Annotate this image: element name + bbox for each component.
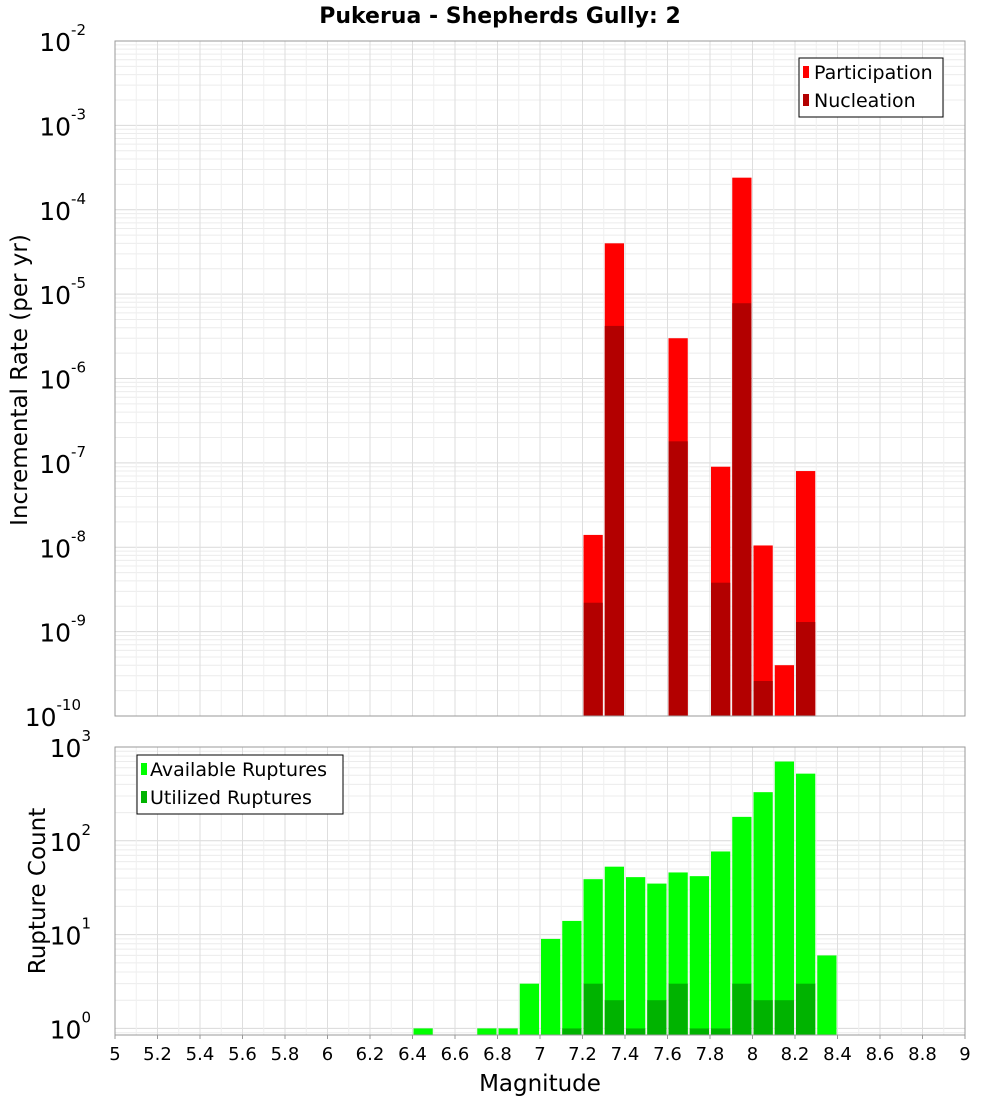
bottom-bar-available-ruptures — [817, 955, 837, 1035]
chart-title: Pukerua - Shepherds Gully: 2 — [319, 4, 681, 29]
top-y-tick-label: 10-5 — [39, 274, 86, 310]
bottom-bar-available-ruptures — [711, 851, 731, 1035]
legend-label-participation: Participation — [814, 62, 933, 84]
x-tick-label: 8 — [747, 1044, 758, 1065]
x-tick-label: 7.8 — [696, 1044, 725, 1065]
bottom-y-tick-label: 103 — [50, 727, 91, 763]
top-y-tick-label: 10-10 — [25, 696, 81, 732]
x-axis-label: Magnitude — [479, 1071, 601, 1097]
bottom-bar-utilized-ruptures — [711, 1028, 731, 1035]
x-tick-label: 6.4 — [398, 1044, 427, 1065]
legend-swatch-available-ruptures — [141, 763, 147, 775]
bottom-bar-utilized-ruptures — [626, 1028, 646, 1035]
x-tick-label: 6.6 — [441, 1044, 470, 1065]
bottom-bar-utilized-ruptures — [796, 983, 816, 1035]
legend-label-available-ruptures: Available Ruptures — [150, 759, 327, 781]
top-y-tick-label: 10-2 — [39, 21, 86, 57]
x-tick-label: 5.8 — [271, 1044, 300, 1065]
top-bar-nucleation — [668, 441, 688, 716]
top-legend-box — [798, 57, 944, 118]
bottom-bar-available-ruptures — [732, 816, 752, 1035]
x-tick-label: 6.2 — [356, 1044, 385, 1065]
top-y-tick-label: 10-4 — [39, 190, 86, 226]
x-tick-label: 7.2 — [568, 1044, 597, 1065]
x-tick-label: 8.8 — [908, 1044, 937, 1065]
top-plot-frame — [114, 40, 966, 717]
bottom-bar-utilized-ruptures — [668, 983, 688, 1035]
bottom-bar-available-ruptures — [498, 1028, 518, 1035]
x-tick-label: 6 — [322, 1044, 333, 1065]
bottom-bar-available-ruptures — [774, 761, 794, 1035]
bottom-bar-utilized-ruptures — [689, 1028, 709, 1035]
bottom-bar-available-ruptures — [477, 1028, 497, 1035]
legend-swatch-utilized-ruptures — [141, 791, 147, 803]
top-legend: Participation Nucleation — [798, 57, 944, 118]
bottom-bar-available-ruptures — [753, 792, 773, 1035]
top-bar-participation — [774, 665, 794, 716]
bottom-bar-available-ruptures — [689, 876, 709, 1035]
bottom-y-tick-label: 102 — [50, 821, 91, 857]
x-tick-labels: 5 5.2 5.4 5.6 5.8 6 6.2 6.4 6.6 6.8 7 7.2 7.4 7.6 7.8 8… — [109, 1035, 971, 1065]
top-y-tick-label: 10-3 — [39, 105, 86, 141]
top-bar-nucleation — [604, 325, 624, 716]
top-y-tick-label: 10-7 — [39, 443, 86, 479]
bottom-bar-utilized-ruptures — [753, 1000, 773, 1035]
top-y-tick-labels: 10-10 10-9 10-8 10-7 10-6 10-5 10-4 10-3 10-2 — [25, 21, 86, 732]
x-tick-label: 5.2 — [143, 1044, 172, 1065]
bottom-bar-utilized-ruptures — [732, 983, 752, 1035]
top-bar-participation — [753, 545, 773, 716]
top-bar-nucleation — [753, 680, 773, 716]
top-plot-bars — [583, 177, 816, 717]
legend-label-nucleation: Nucleation — [814, 90, 916, 112]
x-tick-label: 5.4 — [186, 1044, 215, 1065]
top-bar-nucleation — [583, 602, 603, 716]
x-tick-label: 7 — [534, 1044, 545, 1065]
x-tick-label: 8.2 — [781, 1044, 810, 1065]
x-tick-label: 7.4 — [611, 1044, 640, 1065]
bottom-bar-available-ruptures — [562, 920, 582, 1035]
bottom-bar-utilized-ruptures — [604, 1000, 624, 1035]
top-y-tick-label: 10-6 — [39, 359, 86, 395]
top-bar-nucleation — [796, 622, 816, 716]
bottom-bar-available-ruptures — [626, 877, 646, 1035]
legend-swatch-nucleation — [803, 94, 809, 106]
bottom-bar-utilized-ruptures — [647, 1000, 667, 1035]
bottom-bar-available-ruptures — [604, 866, 624, 1035]
top-bar-nucleation — [711, 582, 731, 716]
x-tick-label: 7.6 — [653, 1044, 682, 1065]
legend-swatch-participation — [803, 66, 809, 78]
bottom-plot-bars — [413, 761, 837, 1035]
bottom-y-axis-label: Rupture Count — [25, 808, 51, 974]
x-tick-label: 9 — [959, 1044, 970, 1065]
bottom-y-tick-label: 100 — [50, 1008, 91, 1044]
top-plot-grid — [114, 41, 966, 717]
x-tick-label: 8.4 — [823, 1044, 852, 1065]
bottom-bar-utilized-ruptures — [774, 1000, 794, 1035]
legend-label-utilized-ruptures: Utilized Ruptures — [150, 787, 312, 809]
bottom-plot-grid — [114, 747, 966, 1035]
x-tick-label: 8.6 — [866, 1044, 895, 1065]
bottom-bar-available-ruptures — [519, 983, 539, 1035]
bottom-legend: Available Ruptures Utilized Ruptures — [136, 754, 344, 815]
top-y-tick-label: 10-8 — [39, 527, 86, 563]
x-tick-label: 5 — [109, 1044, 120, 1065]
top-y-tick-label: 10-9 — [39, 612, 86, 648]
bottom-bar-utilized-ruptures — [583, 983, 603, 1035]
bottom-bar-available-ruptures — [413, 1028, 433, 1035]
bottom-bar-utilized-ruptures — [562, 1028, 582, 1035]
bottom-legend-box — [136, 754, 344, 815]
top-bar-nucleation — [732, 303, 752, 716]
top-y-axis-label: Incremental Rate (per yr) — [7, 234, 33, 526]
bottom-y-tick-labels: 100 101 102 103 — [50, 727, 91, 1044]
x-tick-label: 6.8 — [483, 1044, 512, 1065]
bottom-y-tick-label: 101 — [50, 915, 91, 951]
bottom-bar-available-ruptures — [647, 883, 667, 1035]
bottom-bar-available-ruptures — [796, 773, 816, 1035]
bottom-bar-available-ruptures — [541, 938, 561, 1035]
x-tick-label: 5.6 — [228, 1044, 257, 1065]
